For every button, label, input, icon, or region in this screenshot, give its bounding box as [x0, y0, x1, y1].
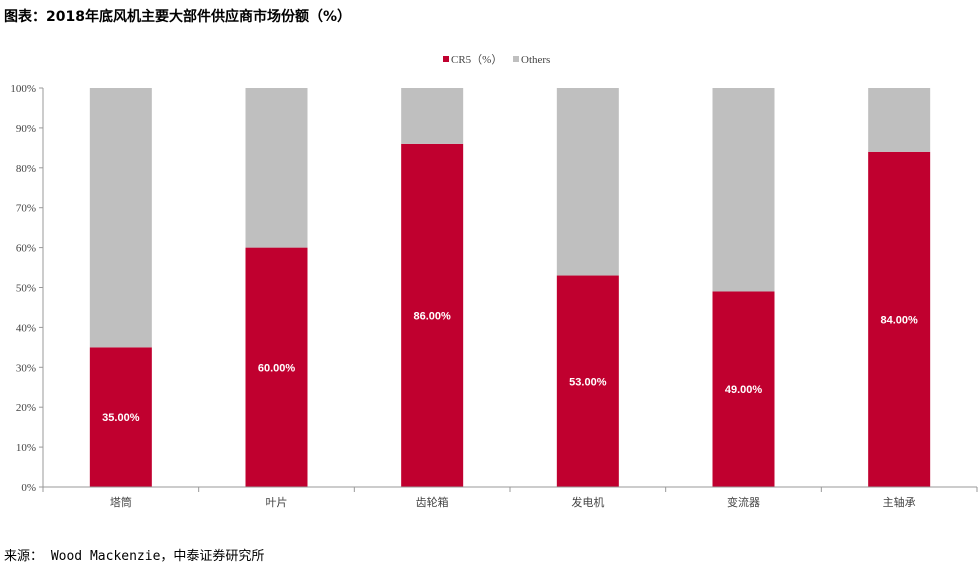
y-tick-label: 60%: [16, 243, 36, 255]
legend: CR5（%） Others: [443, 53, 550, 66]
bar-others: [89, 88, 152, 348]
y-tick-label: 10%: [16, 442, 36, 454]
bar-others: [245, 88, 308, 248]
data-label: 60.00%: [258, 362, 296, 374]
data-label: 49.00%: [725, 384, 763, 396]
data-label: 35.00%: [102, 412, 140, 424]
bar-others: [868, 88, 931, 152]
bar-cr5: [868, 151, 931, 487]
x-axis: 塔筒 叶片 齿轮箱 发电机 变流器 主轴承: [42, 486, 978, 509]
y-tick-label: 0%: [21, 482, 36, 494]
source-note: 来源： Wood Mackenzie，中泰证券研究所: [4, 549, 265, 564]
x-tick-label: 变流器: [727, 495, 760, 509]
x-tick-label: 叶片: [266, 496, 288, 509]
legend-swatch-others: [513, 56, 519, 62]
bar-cr5: [401, 143, 464, 488]
bar-cr5: [556, 275, 619, 487]
x-tick-label: 塔筒: [110, 495, 132, 509]
data-label: 84.00%: [881, 314, 919, 326]
legend-swatch-cr5: [443, 56, 449, 62]
legend-label-others: Others: [521, 54, 550, 66]
legend-label-cr5: CR5（%）: [451, 53, 502, 66]
bars: 35.00% 60.00% 86.00% 53.00% 49.00% 84.00%: [89, 88, 931, 488]
y-tick-label: 30%: [16, 362, 36, 374]
chart-title: 图表：2018年底风机主要大部件供应商市场份额（%）: [4, 9, 351, 25]
bar-cr5: [245, 247, 308, 487]
x-tick-label: 主轴承: [883, 495, 916, 509]
y-tick-label: 40%: [16, 322, 36, 334]
stacked-bar-chart: CR5（%） Others 0% 10% 20% 30% 40% 50% 60% 70% 80% 9…: [10, 53, 978, 509]
y-tick-label: 100%: [10, 83, 36, 95]
y-tick-label: 20%: [16, 402, 36, 414]
y-tick-label: 70%: [16, 203, 36, 215]
bar-cr5: [712, 291, 775, 487]
y-tick-label: 80%: [16, 163, 36, 175]
x-tick-label: 发电机: [571, 495, 604, 509]
bar-others: [712, 88, 775, 292]
y-axis: 0% 10% 20% 30% 40% 50% 60% 70% 80% 90% 100%: [10, 83, 44, 494]
y-tick-label: 50%: [16, 283, 36, 295]
bar-others: [401, 88, 464, 144]
bar-others: [556, 88, 619, 276]
data-label: 53.00%: [569, 376, 607, 388]
bar-cr5: [89, 347, 152, 487]
data-label: 86.00%: [414, 310, 452, 322]
x-tick-label: 齿轮箱: [416, 495, 449, 509]
y-tick-label: 90%: [16, 123, 36, 135]
